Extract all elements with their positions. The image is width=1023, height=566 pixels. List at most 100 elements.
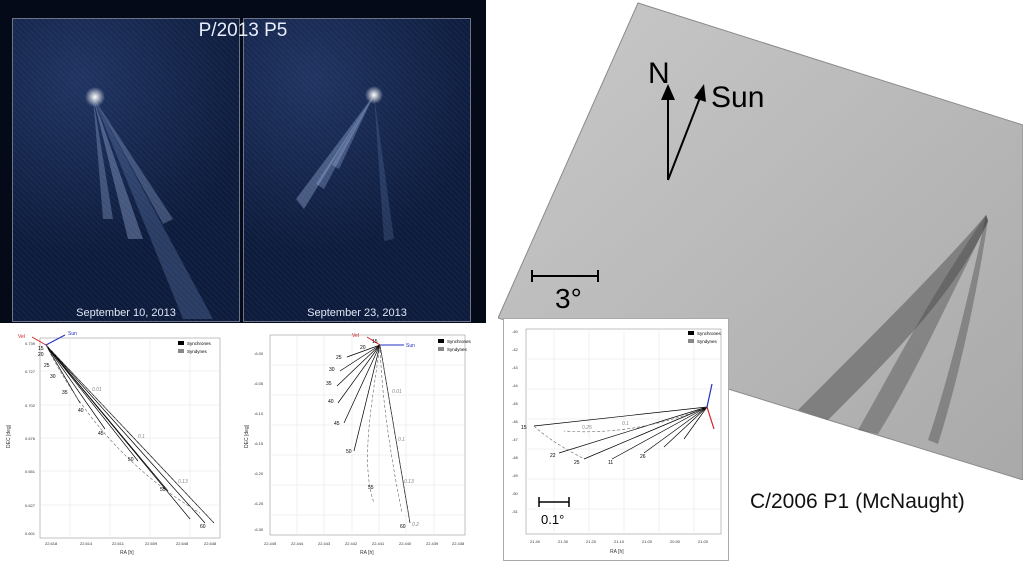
plot3-ytick: -46 [512,419,519,424]
plot3-xtick: 21.30 [558,539,569,544]
hubble-frame-2: September 23, 2013 [243,18,471,322]
plot1-xtick: 22.648 [176,541,189,546]
plot1-sync-55: 55 [160,487,166,493]
plot2-sun: Sun [406,343,415,349]
plot2-sync-50: 50 [346,449,352,455]
plot1-ytick: 0.676 [25,436,36,441]
plot2-ytick: -6.25 [254,501,264,506]
plot1-sun: Sun [68,331,77,337]
plot3-ytick: -48 [512,455,519,460]
plot2-synd-001: 0.01 [392,389,402,395]
plot3-xtick: 21.10 [614,539,625,544]
plot3-xtick: 20.90 [670,539,681,544]
plot2-sync-55: 55 [368,485,374,491]
sun-arrow [667,94,702,181]
plot2-xtick: 22.440 [399,541,412,546]
plot2-xlabel: RA [h] [360,550,374,556]
plot3-sync-22: 22 [550,453,556,459]
plot3-legend-synchrones: Synchrones [697,331,722,336]
plot2-ytick: -6.05 [254,381,264,386]
plot2-xtick: 22.443 [318,541,331,546]
mcnaught-name: C/2006 P1 (McNaught) [750,490,965,513]
plot3-sync-11: 11 [608,460,613,466]
plot3-sync-25: 25 [574,460,580,466]
plot3-synd-01: 0.1 [622,421,629,427]
plot3-ytick: -43 [512,365,519,370]
plot2-xtick: 22.441 [372,541,385,546]
plot2-ytick: -6.20 [254,471,264,476]
plot3-synd-025: 0.25 [582,425,592,431]
plot1-ylabel: DEC [deg] [6,424,12,448]
north-label: N [648,57,670,90]
plot2-sync-15: 15 [372,339,378,345]
plot1-sync-35: 35 [62,390,68,396]
plot3-ytick: -47 [512,437,519,442]
plot2-xtick: 22.445 [264,541,277,546]
plot3-xtick: 21.00 [698,539,709,544]
plot1-sync-45: 45 [98,431,104,437]
plot1-xtick: 22.618 [45,541,58,546]
plot2-sync-20: 20 [360,345,366,351]
plot1-sync-20: 20 [38,352,44,358]
plot3-svg: Synchrones Syndynes 15 22 25 11 26 0.25 … [512,328,722,555]
plot2-xtick: 22.439 [426,541,439,546]
plot1-xtick: 22.611 [112,541,125,546]
plot1-legend-syndynes: Syndynes [187,349,208,354]
plot1-ytick: 0.601 [25,531,36,536]
mcnaught-image-panel: N Sun 3° [497,0,1023,481]
comet-image-1 [85,87,213,319]
plot2-synd-02: 0.2 [412,522,419,528]
plot3-xtick: 21.00 [642,539,653,544]
plot3-ytick: -45 [512,401,519,406]
plot2-ytick: -6.15 [254,441,264,446]
plot1-xtick: 22.614 [80,541,93,546]
plot2-legend-syndynes: Syndynes [447,347,468,352]
plot3-ytick: -51 [512,509,519,514]
plot1-sync-50: 50 [128,457,134,463]
plot3-ytick: -49 [512,473,519,478]
mcnaught-image: N Sun 3° [497,2,1023,481]
plot2-sync-40: 40 [328,399,334,405]
comet-image-2 [296,86,394,241]
hubble-title: P/2013 P5 [198,20,288,41]
scale-label: 3° [555,283,582,314]
plot3-xlabel: RA [h] [610,549,624,555]
plot2-sync-30: 30 [329,367,335,373]
plot2-ytick: -6.30 [254,527,264,532]
plot3-legend-syndynes: Syndynes [697,339,718,344]
plot1-xtick: 22.609 [145,541,158,546]
plot2-legend-synchrones: Synchrones [447,339,472,344]
plot2-ylabel: DEC [deg] [244,424,250,448]
plot2-synd-013: 0.13 [404,479,414,485]
plot1-ytick: 0.627 [25,503,36,508]
plot1-sync-15: 15 [38,346,44,352]
plot3-ytick: -44 [512,383,519,388]
plot2-ytick: -6.10 [254,411,264,416]
plot2-xtick: 22.438 [452,541,465,546]
plot3-ytick: -40 [512,329,519,334]
plot2-sync-45: 45 [334,421,340,427]
plot1-ytick: 0.739 [25,341,36,346]
plot1-synd-001: 0.01 [92,387,102,393]
plot3-xtick: 21.20 [586,539,597,544]
plot2-sync-60: 60 [400,524,406,530]
plot1-synd-013: 0.13 [178,479,188,485]
plot2-ytick: -6.00 [254,351,264,356]
plot1-sync-40: 40 [78,408,84,414]
plot1-sync-25: 25 [44,363,50,369]
hubble-date-2: September 23, 2013 [307,307,407,319]
plot3-xtick: 21.40 [530,539,541,544]
plot1-xlabel: RA [h] [120,550,134,556]
plot1-ytick: 0.702 [25,403,36,408]
hubble-image-panel: September 10, 2013 September 23, 2013 P/… [0,0,486,323]
plot2-sync-25: 25 [336,355,342,361]
plot1-sync-60: 60 [200,524,206,530]
plot3-ytick: -50 [512,491,519,496]
plot1-synd-01: 0.1 [138,434,145,440]
hubble-frame-1: September 10, 2013 [12,18,240,322]
plot-p5-sep10: Synchrones Syndynes Vel Sun 15 20 25 30 … [0,323,240,561]
plot1-ytick: 0.651 [25,469,36,474]
plot1-xtick: 22.648 [204,541,217,546]
plot1-sync-30: 30 [50,374,56,380]
plot3-sync-26: 26 [640,454,646,460]
